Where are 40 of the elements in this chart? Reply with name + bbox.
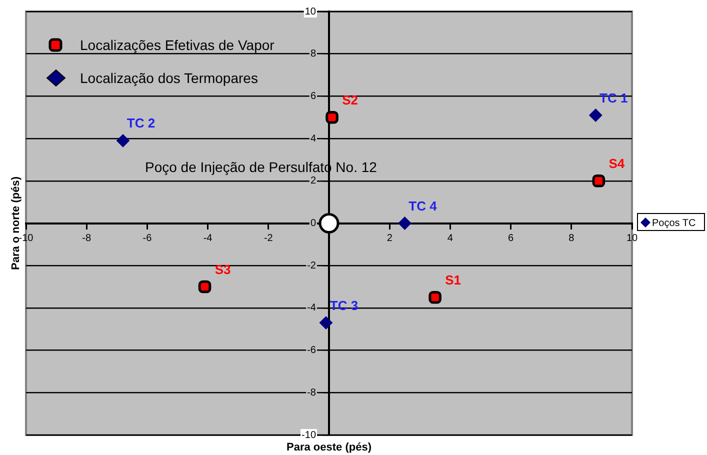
x-tick-label: 10 bbox=[626, 233, 638, 244]
y-tick-label: 2 bbox=[310, 176, 316, 187]
annotation: S4 bbox=[608, 156, 626, 171]
y-tick-label: -10 bbox=[302, 430, 316, 441]
legend-label: Localizações Efetivas de Vapor bbox=[80, 36, 274, 52]
annotation: TC 2 bbox=[126, 116, 156, 131]
x-tick-label: 6 bbox=[508, 233, 514, 244]
legend-label: Localização dos Termopares bbox=[80, 70, 258, 86]
x-tick-label: 8 bbox=[568, 233, 575, 244]
point bbox=[319, 316, 332, 330]
y-tick-label: 4 bbox=[310, 133, 316, 144]
point bbox=[326, 110, 338, 124]
y-tick-label: 6 bbox=[310, 90, 316, 102]
x-tick-label: 2 bbox=[386, 233, 393, 244]
annotation: S2 bbox=[342, 92, 358, 108]
y-tick-label: -6 bbox=[307, 345, 316, 356]
y-tick-label: -8 bbox=[307, 387, 316, 398]
x-tick-label: -4 bbox=[203, 233, 213, 244]
point bbox=[398, 216, 412, 230]
point bbox=[318, 213, 340, 234]
y-tick-label: 0 bbox=[310, 218, 316, 229]
text: Poços TC bbox=[652, 218, 696, 229]
x-axis-title: Para oeste (pés) bbox=[286, 442, 372, 454]
point bbox=[592, 174, 606, 188]
x-tick-label: 4 bbox=[447, 233, 454, 244]
point bbox=[589, 108, 602, 122]
point bbox=[116, 134, 130, 148]
x-tick-label: -6 bbox=[142, 233, 152, 244]
point bbox=[198, 280, 212, 294]
x-tick-label: -10 bbox=[18, 233, 34, 244]
annotation: S1 bbox=[445, 272, 462, 288]
annotation: S3 bbox=[214, 262, 231, 277]
x-tick-label: -2 bbox=[264, 233, 274, 244]
y-tick-label: 10 bbox=[304, 6, 316, 18]
annotation: TC 4 bbox=[408, 198, 438, 214]
point bbox=[428, 290, 442, 304]
y-tick-label: -2 bbox=[307, 260, 316, 272]
y-tick-label: 8 bbox=[310, 48, 316, 60]
y-tick-label: -4 bbox=[307, 302, 316, 314]
x-tick-label: -8 bbox=[82, 233, 92, 244]
